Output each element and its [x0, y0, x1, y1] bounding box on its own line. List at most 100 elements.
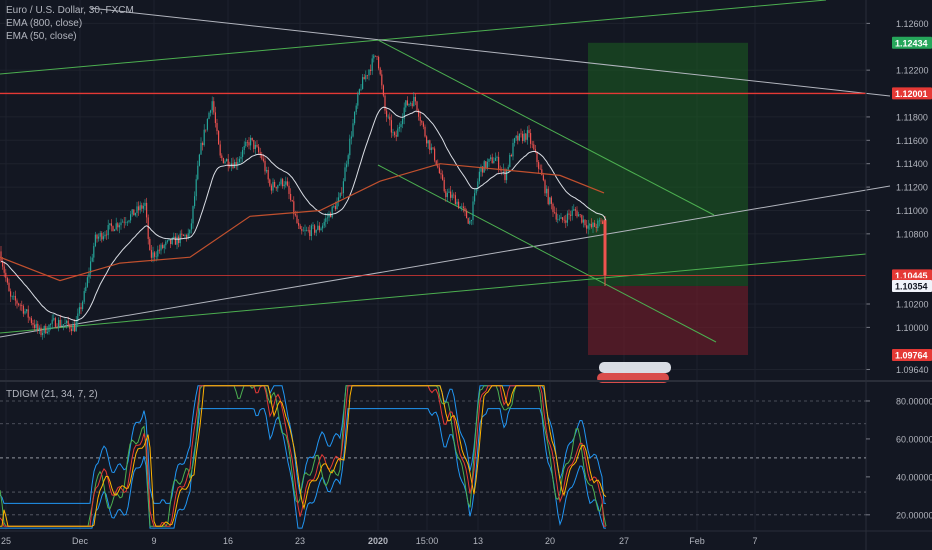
osc-price-line[interactable]	[0, 385, 607, 527]
trade-marker-badge[interactable]	[599, 362, 671, 373]
candle-body	[277, 185, 279, 189]
channel-lower-line[interactable]	[377, 164, 717, 343]
candle-body	[115, 223, 117, 230]
trendline-green-lower[interactable]	[0, 253, 867, 334]
candle-body	[390, 120, 392, 133]
oscillator-legend: TDIGM (21, 34, 7, 2)	[6, 388, 98, 401]
ema-800-legend[interactable]: EMA (800, close)	[6, 18, 83, 29]
candle-body	[131, 209, 133, 215]
candle-body	[496, 157, 498, 158]
candle-body	[453, 194, 455, 196]
candle-body	[486, 161, 488, 169]
candle-body	[158, 249, 160, 251]
candle-body	[398, 127, 400, 129]
candle-body	[474, 193, 476, 202]
ema-50-line[interactable]	[0, 106, 607, 322]
candle-body	[187, 233, 189, 239]
price-badge-1[interactable]	[892, 87, 932, 100]
candle-body	[112, 226, 114, 232]
candle-body	[595, 226, 597, 229]
tdigm-title[interactable]: TDIGM (21, 34, 7, 2)	[6, 389, 98, 400]
candle-body	[544, 180, 546, 194]
osc-lower-band[interactable]	[0, 408, 606, 529]
candle-body	[582, 219, 584, 223]
candle-body	[360, 88, 362, 90]
candle-body	[381, 74, 383, 86]
candle-body	[366, 75, 368, 76]
candle-body	[214, 112, 216, 124]
candle-body	[510, 154, 512, 157]
candle-body	[27, 309, 29, 318]
candle-body	[142, 205, 144, 209]
candle-body	[538, 162, 540, 169]
candle-body	[362, 77, 364, 89]
candle-body	[435, 160, 437, 166]
target-zone[interactable]	[588, 42, 748, 286]
price-badge-4[interactable]	[892, 279, 932, 292]
ema-800-line[interactable]	[0, 163, 605, 282]
candle-body	[294, 214, 296, 216]
candle-body	[74, 324, 76, 332]
candle-body	[488, 158, 490, 162]
osc-tick-label: 40.00000	[896, 472, 932, 482]
price-badge-label-2: 1.10445	[895, 271, 928, 281]
price-tick-label: 1.10000	[896, 323, 929, 333]
price-tick-label: 1.11800	[896, 112, 928, 122]
candle-body	[3, 266, 5, 273]
candle-body	[333, 206, 335, 207]
osc-market-line[interactable]	[0, 385, 607, 527]
candle-body	[458, 201, 460, 209]
osc-tick-label: 20.00000	[896, 510, 932, 520]
ema-50-legend[interactable]: EMA (50, close)	[6, 31, 77, 42]
time-tick-label: 25	[1, 536, 11, 546]
candle-body	[315, 229, 317, 233]
time-tick-label: 20	[545, 536, 555, 546]
price-badge-5[interactable]	[892, 348, 932, 361]
candle-body	[418, 110, 420, 117]
candle-body	[72, 324, 74, 332]
candle-body	[166, 240, 168, 242]
price-badge-0[interactable]	[892, 36, 932, 49]
candle-body	[470, 219, 472, 222]
candle-body	[264, 160, 266, 172]
candle-body	[424, 126, 426, 137]
candle-body	[437, 165, 439, 168]
candle-body	[162, 244, 164, 249]
candle-body	[288, 185, 290, 194]
candle-body	[101, 232, 103, 240]
candle-body	[218, 131, 220, 145]
trendline-grey-upper[interactable]	[89, 7, 891, 97]
candle-body	[320, 228, 322, 231]
candle-body	[171, 237, 173, 245]
channel-upper-line[interactable]	[377, 39, 715, 216]
candle-body	[157, 249, 159, 257]
candle-body	[254, 144, 256, 150]
candle-body	[456, 201, 458, 205]
candle-body	[154, 252, 156, 257]
candle-body	[67, 320, 69, 325]
candle-body	[133, 209, 135, 216]
symbol-title[interactable]: Euro / U.S. Dollar, 30, FXCM	[6, 5, 134, 16]
candle-body	[440, 173, 442, 175]
stop-zone[interactable]	[588, 285, 748, 355]
candle-body	[179, 233, 181, 244]
trendline-green-upper[interactable]	[0, 0, 827, 75]
osc-tick-label: 80.00000	[896, 396, 932, 406]
candle-body	[373, 55, 375, 59]
candle-body	[394, 132, 396, 135]
candle-body	[352, 123, 354, 137]
candle-body	[150, 250, 152, 258]
candle-body	[541, 169, 543, 176]
candle-body	[314, 225, 316, 233]
candle-body	[61, 324, 63, 326]
last-candle-body[interactable]	[603, 219, 607, 276]
osc-tick-label: 60.00000	[896, 434, 932, 444]
candle-body	[248, 142, 250, 146]
candle-body	[414, 96, 416, 102]
trendline-grey-lower[interactable]	[0, 185, 891, 338]
candle-body	[526, 130, 528, 140]
candle-body	[302, 230, 304, 232]
candle-body	[186, 234, 188, 239]
